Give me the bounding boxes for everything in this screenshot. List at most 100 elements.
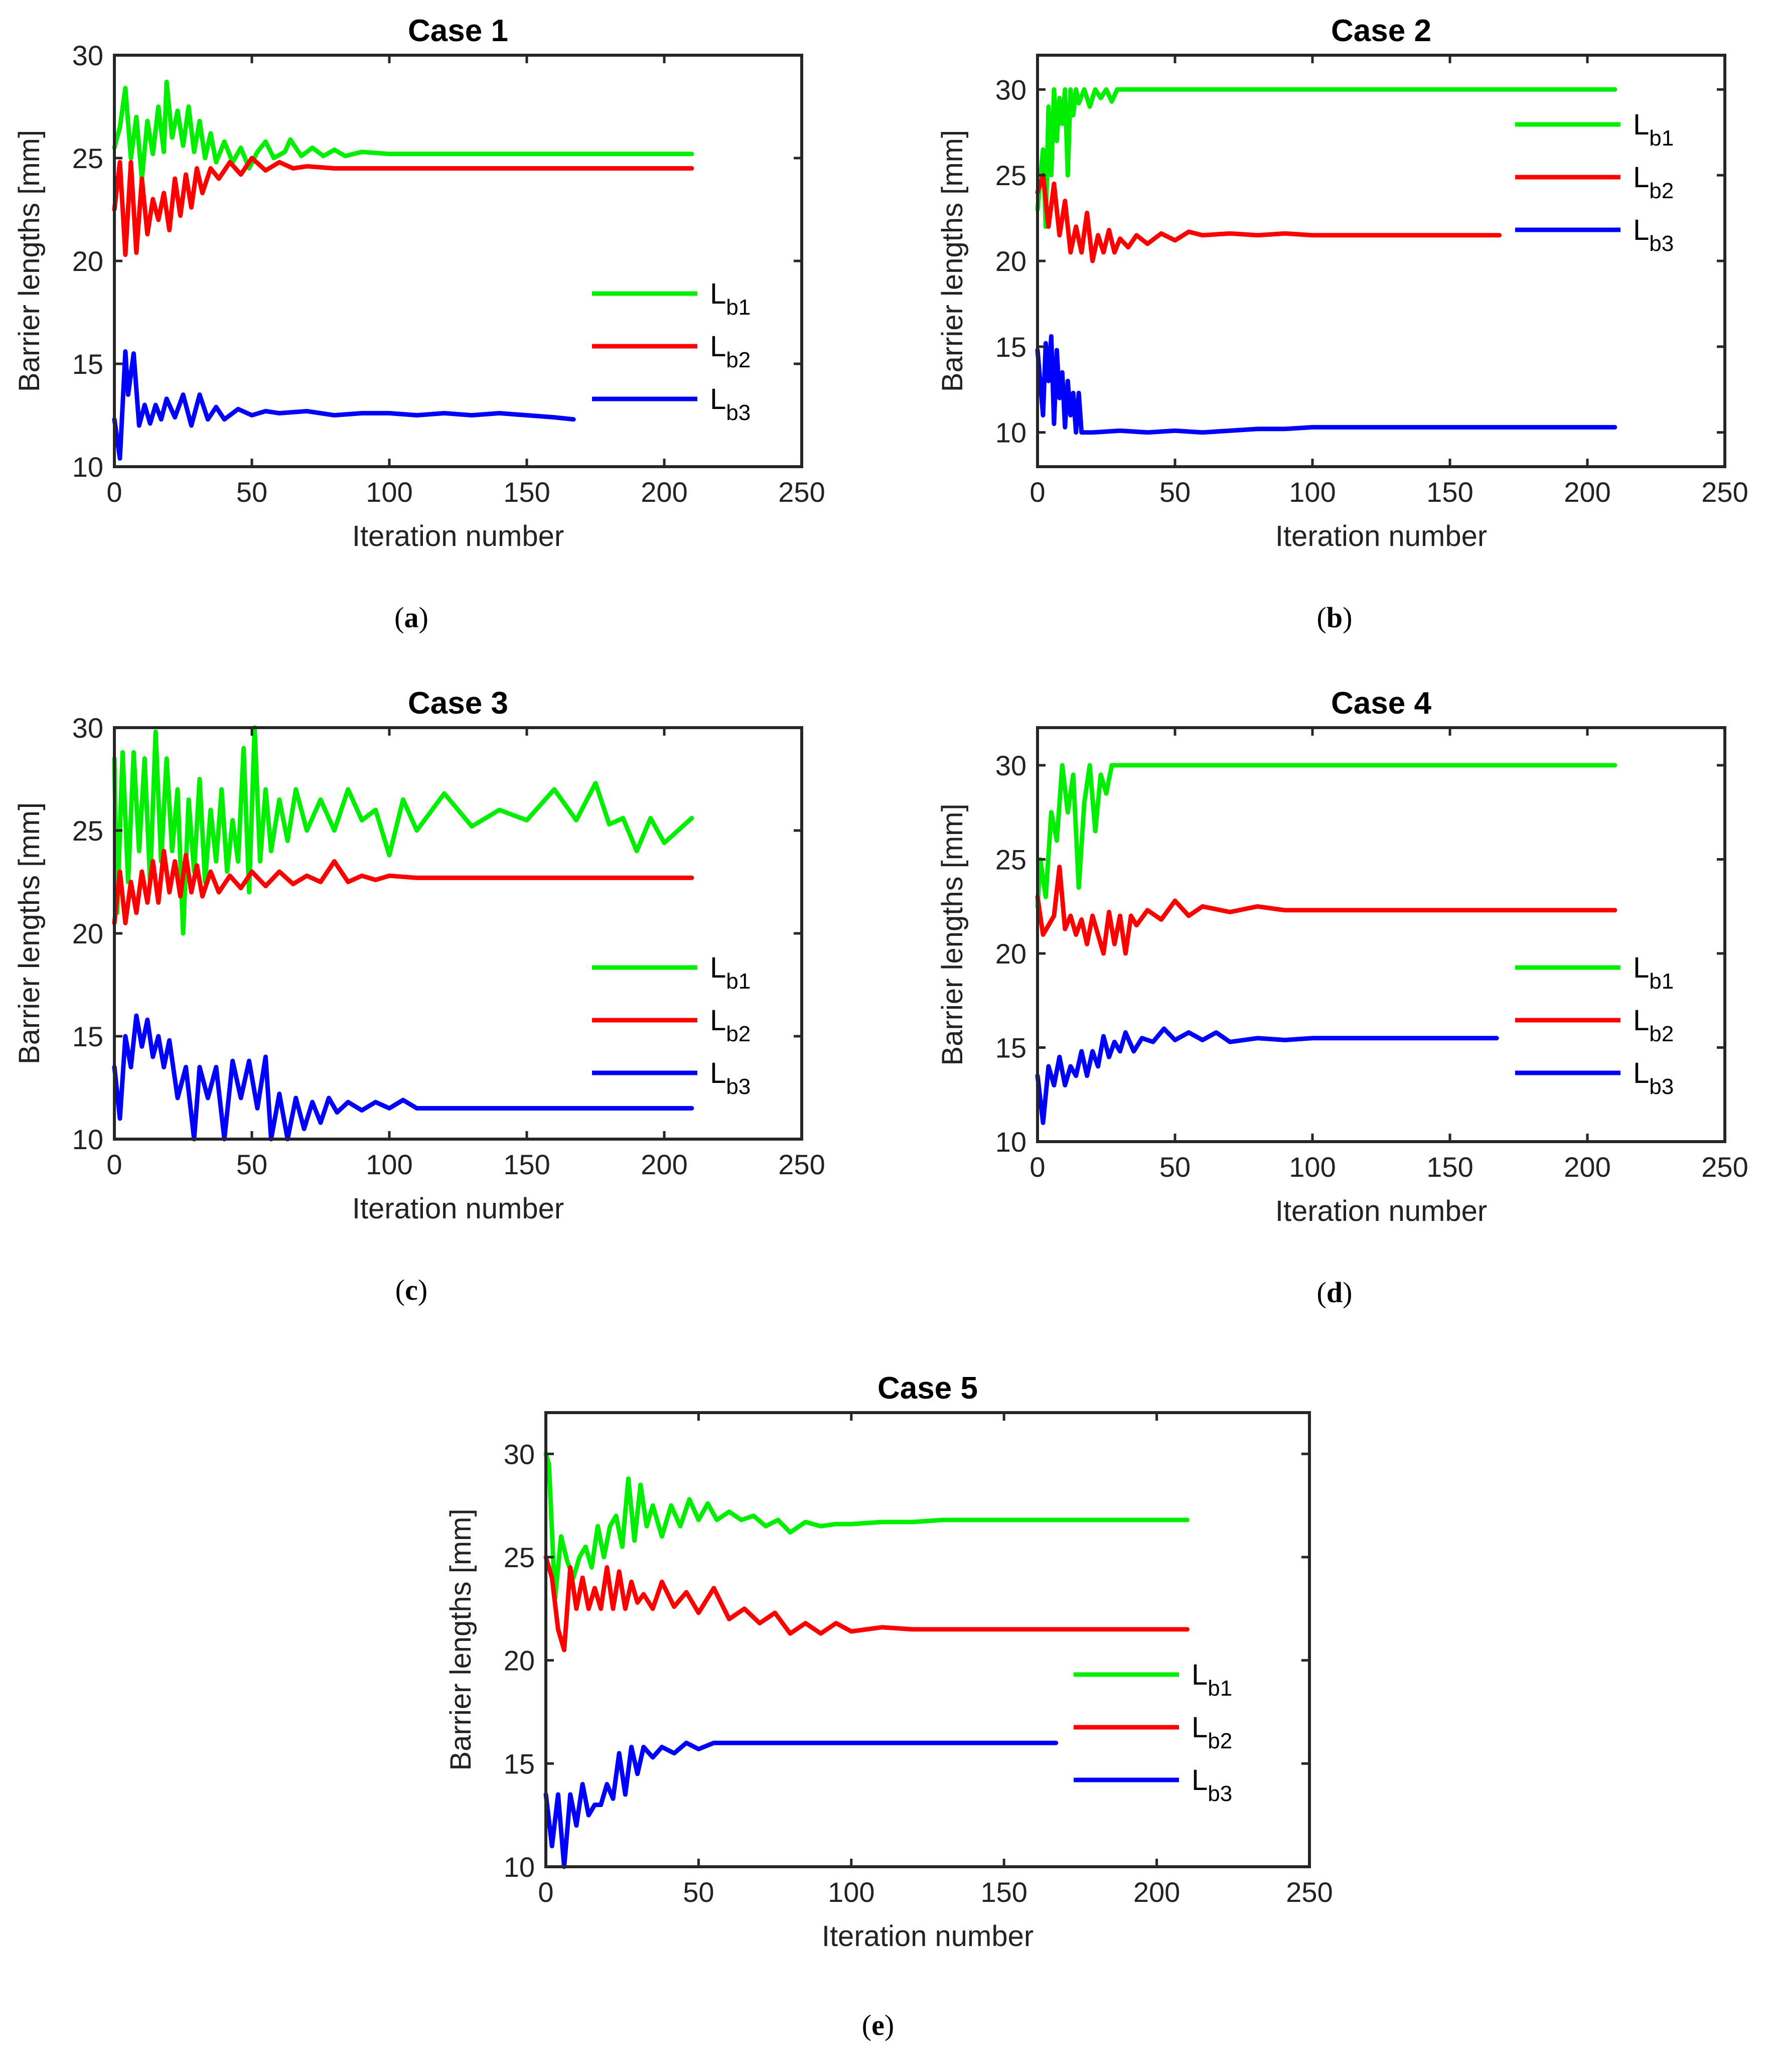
y-tick-label: 15 <box>995 1032 1026 1064</box>
chart-panel-a: 0 50 100 150 200 250 10 15 20 25 30 Case 1 Iteration… <box>13 14 825 634</box>
x-tick-label: 100 <box>366 1149 412 1180</box>
x-axis-label: Iteration number <box>822 1920 1034 1953</box>
series-line-l-b3 <box>1035 334 1617 435</box>
x-tick-label: 200 <box>641 476 687 508</box>
legend-label: Lb1 <box>710 951 751 994</box>
x-tick-label: 100 <box>1289 1151 1336 1183</box>
series-line-l-b3 <box>543 1740 1059 1869</box>
x-tick-label: 0 <box>538 1876 553 1908</box>
chart-panel-e: 0 50 100 150 200 250 10 15 20 25 30 Case 5 Iteration… <box>445 1371 1333 2041</box>
chart-title: Case 2 <box>1331 14 1431 48</box>
y-tick-label: 30 <box>504 1438 535 1470</box>
x-tick-label: 150 <box>980 1876 1027 1908</box>
x-tick-label: 0 <box>106 476 122 508</box>
y-tick-label: 20 <box>72 245 103 277</box>
y-tick-label: 20 <box>995 245 1026 277</box>
x-tick-label: 100 <box>366 476 412 508</box>
panel-caption: (a) <box>394 601 428 634</box>
x-tick-label: 250 <box>1701 1151 1748 1183</box>
x-tick-label: 150 <box>503 476 550 508</box>
y-tick-label: 10 <box>72 451 103 483</box>
legend-label: Lb3 <box>710 1057 751 1099</box>
y-tick-label: 15 <box>72 1021 103 1052</box>
legend-label: Lb2 <box>710 1004 751 1046</box>
series-line-l-b2 <box>112 156 694 257</box>
y-axis-label: Barrier lengths [mm] <box>13 802 46 1064</box>
plot-frame <box>113 54 803 468</box>
x-tick-label: 150 <box>503 1149 550 1180</box>
x-axis-label: Iteration number <box>352 520 564 552</box>
series-line-l-b1 <box>543 1451 1190 1601</box>
series-line-l-b1 <box>112 725 694 936</box>
x-tick-label: 250 <box>778 476 825 508</box>
y-tick-label: 10 <box>72 1124 103 1155</box>
y-tick-label: 25 <box>995 160 1026 191</box>
legend-label: Lb2 <box>710 330 751 372</box>
y-tick-label: 20 <box>995 938 1026 970</box>
legend-label: Lb2 <box>1633 161 1674 203</box>
y-tick-label: 20 <box>504 1645 535 1677</box>
chart-title: Case 5 <box>877 1371 978 1406</box>
y-tick-label: 30 <box>72 40 103 71</box>
chart-title: Case 4 <box>1331 686 1431 721</box>
panel-caption: (b) <box>1317 601 1353 634</box>
x-tick-label: 0 <box>106 1149 122 1180</box>
x-tick-label: 50 <box>1159 476 1191 508</box>
x-tick-label: 150 <box>1426 476 1473 508</box>
x-tick-label: 0 <box>1029 476 1045 508</box>
legend-label: Lb3 <box>710 383 751 425</box>
x-tick-label: 200 <box>1133 1876 1180 1908</box>
x-tick-label: 200 <box>641 1149 687 1180</box>
y-tick-label: 10 <box>995 1126 1026 1158</box>
y-axis-label: Barrier lengths [mm] <box>13 130 46 392</box>
y-tick-label: 25 <box>995 844 1026 876</box>
y-tick-label: 30 <box>72 712 103 744</box>
series-line-l-b2 <box>1035 173 1502 263</box>
x-tick-label: 100 <box>1289 476 1336 508</box>
plot-frame <box>1036 54 1726 468</box>
y-tick-label: 15 <box>995 331 1026 363</box>
x-tick-label: 250 <box>1701 476 1748 508</box>
series-line-l-b3 <box>1035 1026 1499 1125</box>
x-tick-label: 0 <box>1029 1151 1045 1183</box>
y-axis-label: Barrier lengths [mm] <box>936 803 969 1065</box>
series-line-l-b3 <box>112 349 576 461</box>
y-axis-label: Barrier lengths [mm] <box>445 1508 477 1770</box>
panel-caption: (c) <box>395 1274 427 1306</box>
chart-title: Case 3 <box>408 686 508 721</box>
legend-label: Lb3 <box>1633 214 1674 256</box>
plot-frame <box>544 1411 1311 1868</box>
x-tick-label: 50 <box>236 476 267 508</box>
plot-frame <box>1036 726 1726 1143</box>
legend-label: Lb1 <box>1633 951 1674 994</box>
y-tick-label: 10 <box>995 417 1026 449</box>
y-tick-label: 25 <box>504 1542 535 1573</box>
x-tick-label: 50 <box>236 1149 267 1180</box>
series-line-l-b1 <box>1035 763 1617 909</box>
legend-label: Lb3 <box>1633 1057 1674 1099</box>
x-tick-label: 50 <box>1159 1151 1191 1183</box>
legend-label: Lb1 <box>1633 108 1674 151</box>
chart-title: Case 1 <box>408 14 508 48</box>
x-axis-label: Iteration number <box>1275 520 1487 552</box>
x-axis-label: Iteration number <box>352 1192 564 1225</box>
x-axis-label: Iteration number <box>1275 1195 1487 1227</box>
legend-label: Lb2 <box>1633 1004 1674 1046</box>
y-tick-label: 30 <box>995 74 1026 105</box>
x-tick-label: 250 <box>778 1149 825 1180</box>
panel-caption: (e) <box>862 2009 894 2041</box>
chart-panel-d: 0 50 100 150 200 250 10 15 20 25 30 Case 4 Iteration… <box>936 686 1748 1309</box>
y-tick-label: 30 <box>995 750 1026 781</box>
chart-panel-b: 0 50 100 150 200 250 10 15 20 25 30 Case 2 Iteration… <box>936 14 1748 634</box>
y-tick-label: 15 <box>72 348 103 380</box>
series-line-l-b2 <box>112 849 694 925</box>
legend-label: Lb2 <box>1192 1711 1232 1753</box>
series-line-l-b2 <box>1035 865 1617 956</box>
series-line-l-b1 <box>1035 87 1617 229</box>
x-tick-label: 250 <box>1286 1876 1333 1908</box>
x-tick-label: 50 <box>683 1876 714 1908</box>
y-tick-label: 25 <box>72 143 103 174</box>
x-tick-label: 150 <box>1426 1151 1473 1183</box>
y-tick-label: 25 <box>72 815 103 847</box>
legend-label: Lb1 <box>710 278 751 320</box>
